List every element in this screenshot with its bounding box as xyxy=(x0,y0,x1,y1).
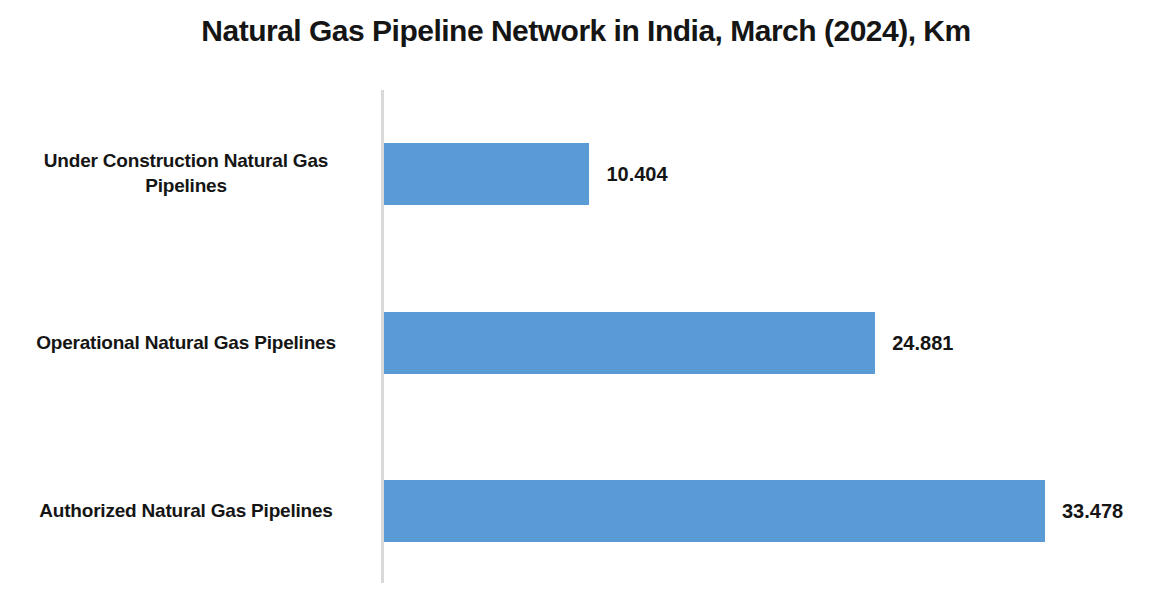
category-label: Operational Natural Gas Pipelines xyxy=(4,312,368,374)
bar-row-operational: Operational Natural Gas Pipelines 24.881 xyxy=(0,312,1172,374)
bar-chart: Natural Gas Pipeline Network in India, M… xyxy=(0,0,1172,600)
value-label: 10.404 xyxy=(606,143,667,205)
bar-under-construction xyxy=(384,143,589,205)
value-label: 24.881 xyxy=(892,312,953,374)
bar-row-under-construction: Under Construction Natural Gas Pipelines… xyxy=(0,143,1172,205)
value-label: 33.478 xyxy=(1062,480,1123,542)
bar-operational xyxy=(384,312,875,374)
category-label: Under Construction Natural Gas Pipelines xyxy=(4,143,368,205)
category-label: Authorized Natural Gas Pipelines xyxy=(4,480,368,542)
bar-row-authorized: Authorized Natural Gas Pipelines 33.478 xyxy=(0,480,1172,542)
chart-title: Natural Gas Pipeline Network in India, M… xyxy=(0,14,1172,48)
bar-authorized xyxy=(384,480,1045,542)
